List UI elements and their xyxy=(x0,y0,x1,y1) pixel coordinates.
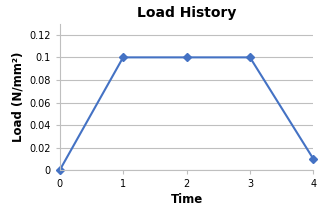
Y-axis label: Load (N/mm²): Load (N/mm²) xyxy=(12,52,25,142)
X-axis label: Time: Time xyxy=(170,193,203,206)
Title: Load History: Load History xyxy=(137,6,236,20)
